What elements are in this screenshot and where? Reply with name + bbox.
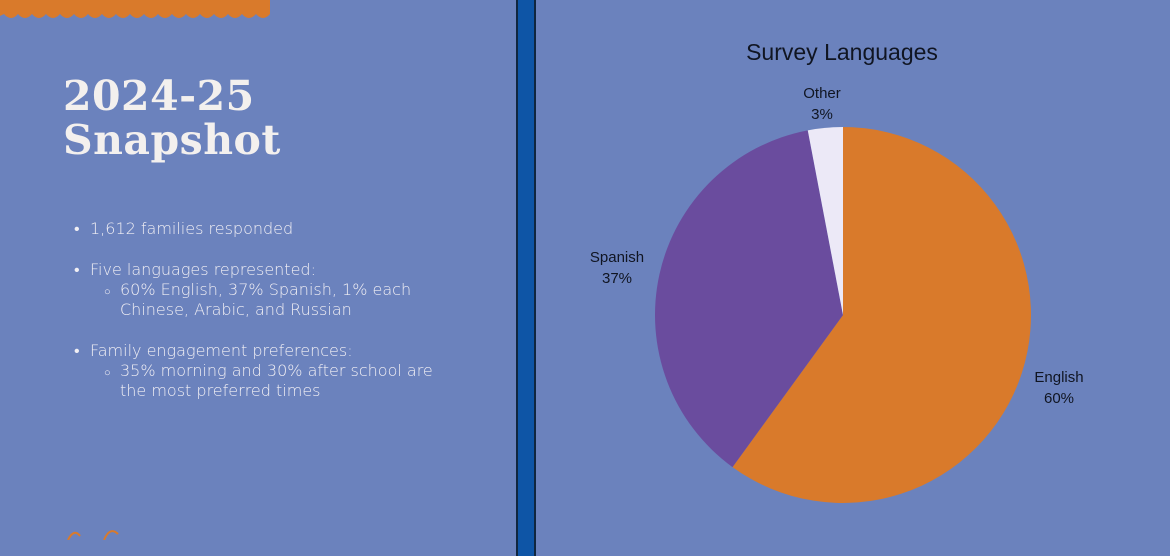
bullet-text: 1,612 families responded	[90, 219, 294, 238]
bullet-list: • 1,612 families responded • Five langua…	[74, 219, 494, 401]
chart-title: Survey Languages	[746, 39, 938, 65]
bullet-dot-icon: •	[74, 219, 80, 238]
slice-label-spanish: Spanish	[590, 249, 644, 266]
pie-slices	[654, 127, 1031, 503]
bullet-item: • 1,612 families responded	[74, 219, 494, 239]
bullet-text: Family engagement preferences:	[90, 341, 353, 360]
sub-bullet-text: 35% morning and 30% after school are	[120, 361, 433, 380]
sub-bullet-text: the most preferred times	[120, 381, 321, 400]
sub-bullet-text: 60% English, 37% Spanish, 1% each	[120, 280, 412, 299]
bullet-item: • Family engagement preferences:	[74, 341, 494, 361]
bullet-dot-icon: •	[74, 260, 80, 279]
chart-panel: Survey Languages English 60% Spanish 37% Oth…	[536, 0, 1170, 540]
pie-labels: English 60% Spanish 37% Other 3%	[590, 85, 1084, 407]
slice-value-english: 60%	[1044, 390, 1074, 407]
pie-slice-other	[807, 127, 843, 315]
bullet-text: Five languages represented:	[90, 260, 316, 279]
title-line-1: 2024-25	[63, 72, 255, 120]
leaf-decoration-icon	[67, 530, 119, 540]
bullet-ring-icon: ○	[104, 366, 111, 379]
page-title: 2024-25 Snapshot	[63, 74, 281, 162]
sub-bullet-text: Chinese, Arabic, and Russian	[120, 300, 352, 319]
bullet-dot-icon: •	[74, 341, 80, 360]
bullet-ring-icon: ○	[104, 285, 111, 298]
title-line-2: Snapshot	[63, 116, 281, 164]
pie-chart: Survey Languages English 60% Spanish 37% Oth…	[590, 39, 1084, 503]
center-divider	[516, 0, 536, 556]
slice-value-spanish: 37%	[602, 270, 632, 287]
pie-slice-english	[732, 127, 1031, 503]
slice-label-english: English	[1034, 369, 1083, 386]
pie-slice-spanish	[654, 130, 843, 468]
slice-value-other: 3%	[811, 106, 833, 123]
sub-bullet-item: ○ 60% English, 37% Spanish, 1% each Chin…	[74, 280, 494, 320]
bullet-item: • Five languages represented:	[74, 260, 494, 280]
sub-bullet-item: ○ 35% morning and 30% after school are t…	[74, 361, 494, 401]
orange-wave-decoration	[0, 0, 270, 18]
slice-label-other: Other	[803, 85, 841, 102]
left-panel: 2024-25 Snapshot • 1,612 families respon…	[0, 0, 516, 540]
